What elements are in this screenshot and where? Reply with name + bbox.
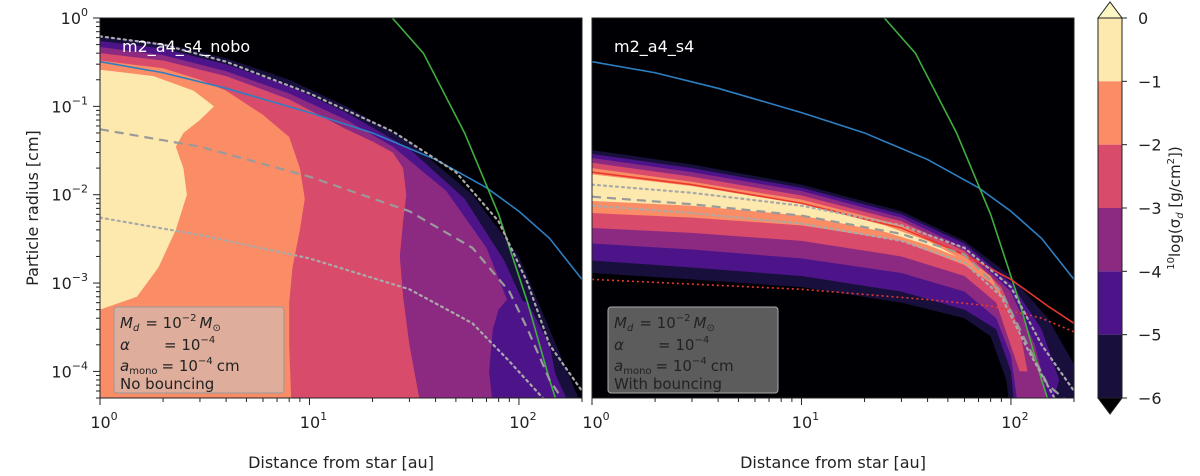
axes: 100 101 102 100 101 102 100 10−1 10−2 10−3 10−4 — [51, 6, 1075, 432]
right-info-background — [607, 306, 779, 394]
colorbar-tick-label-6: −6 — [1138, 389, 1162, 408]
left-gray-dotted-lower — [100, 216, 546, 398]
right-x-tick-label-2: 102 — [1001, 410, 1028, 432]
left-gray-dotted-upper — [100, 35, 582, 393]
left-x-tick-label-2: 102 — [509, 410, 536, 432]
right-gray-dotted-upper — [592, 183, 1074, 393]
right-panel: m2_a4_s4 Md = 10−2 M⊙ α = 10−4 amono = 10−4 c… — [591, 17, 1075, 399]
colorbar-extend-high — [1097, 1, 1123, 19]
x-axis-label-right: Distance from star [au] — [740, 453, 926, 472]
left-region-level-minus1 — [100, 69, 214, 310]
right-overlay-lines — [592, 18, 1074, 398]
left-x-tick-label-0: 100 — [90, 410, 117, 432]
colorbar-tick-label-4: −4 — [1138, 262, 1162, 281]
right-bouncing-note: With bouncing — [614, 375, 722, 393]
colorbar-tick-label-2: −2 — [1138, 136, 1162, 155]
left-region-lobe — [489, 296, 561, 398]
colorbar-tick-label-0: 0 — [1138, 9, 1148, 28]
colorbar-tick-label-1: −1 — [1138, 72, 1162, 91]
right-md-line: Md = 10−2 M⊙ — [614, 313, 715, 334]
y-tick-label-3: 10−3 — [51, 271, 88, 293]
left-md-line: Md = 10−2 M⊙ — [120, 313, 221, 334]
left-blue-line — [100, 60, 582, 280]
right-gray-dotted-lower — [592, 204, 1056, 398]
right-x-tick-label-1: 101 — [792, 410, 819, 432]
colorbar-level-0 — [1098, 18, 1122, 82]
right-panel-label: m2_a4_s4 — [614, 37, 694, 57]
right-green-line — [883, 18, 1049, 398]
colorbar-level-5 — [1098, 334, 1122, 398]
colorbar-level-2 — [1098, 144, 1122, 208]
colorbar-level-3 — [1098, 208, 1122, 272]
right-amono-line: amono = 10−4 cm — [614, 356, 734, 377]
left-info-box: Md = 10−2 M⊙ α = 10−4 amono = 10−4 cm No boun… — [113, 306, 285, 394]
y-tick-label-4: 10−4 — [51, 359, 88, 381]
right-blue-line — [592, 60, 1074, 280]
y-tick-label-0: 100 — [61, 6, 88, 28]
right-region-level-minus1 — [592, 174, 957, 257]
colorbar-label: 10log(σd [g/cm2]) — [1166, 146, 1186, 269]
right-red-line — [592, 171, 1074, 324]
left-gray-dashed-line — [100, 128, 563, 398]
colorbar-level-1 — [1098, 81, 1122, 145]
colorbar-extend-low — [1097, 397, 1123, 415]
left-panel: m2_a4_s4_nobo Md = 10−2 M⊙ α = 10−4 amono = … — [99, 17, 583, 399]
left-bouncing-note: No bouncing — [120, 375, 214, 393]
colorbar: 0 −1 −2 −3 −4 −5 −6 — [1097, 1, 1162, 415]
y-axis-label: Particle radius [cm] — [23, 130, 42, 286]
colorbar-tick-label-3: −3 — [1138, 199, 1162, 218]
y-tick-label-2: 10−2 — [51, 183, 88, 205]
x-axis-label-left: Distance from star [au] — [248, 453, 434, 472]
left-info-background — [113, 306, 285, 394]
left-panel-label: m2_a4_s4_nobo — [122, 37, 250, 57]
left-alpha-line: α = 10−4 — [120, 335, 215, 354]
right-alpha-line: α = 10−4 — [614, 335, 709, 354]
colorbar-tick-label-5: −5 — [1138, 326, 1162, 345]
right-plot-frame — [591, 17, 1075, 399]
left-amono-line: amono = 10−4 cm — [120, 356, 240, 377]
colorbar-level-4 — [1098, 271, 1122, 335]
right-x-tick-label-0: 100 — [582, 410, 609, 432]
left-x-tick-label-1: 101 — [300, 410, 327, 432]
right-gray-dashed-line — [592, 195, 1066, 398]
y-tick-label-1: 10−1 — [51, 94, 88, 116]
right-info-box: Md = 10−2 M⊙ α = 10−4 amono = 10−4 cm With bo… — [607, 306, 779, 394]
left-overlay-lines — [100, 18, 582, 398]
